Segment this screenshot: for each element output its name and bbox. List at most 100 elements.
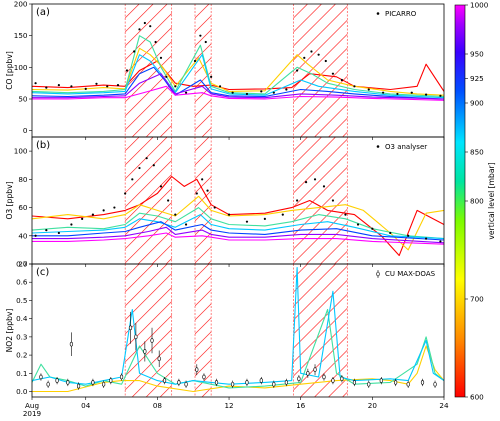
series-line-3 xyxy=(32,54,444,99)
hatch-line xyxy=(293,180,348,236)
hatch-line xyxy=(300,349,348,397)
obs-point xyxy=(433,381,437,387)
obs-point xyxy=(352,380,357,385)
obs-point xyxy=(304,181,308,184)
obs-point xyxy=(184,91,188,94)
obs-point xyxy=(199,34,202,37)
obs-point xyxy=(310,50,313,53)
obs-point xyxy=(389,231,392,235)
obs-point xyxy=(406,381,410,387)
hatch-line xyxy=(328,117,348,137)
hatch-lines xyxy=(195,4,212,137)
panel-obs xyxy=(34,157,442,243)
y-tick-label: 200 xyxy=(14,0,28,9)
hatch-line xyxy=(293,33,348,89)
y-tick-label: 0.3 xyxy=(16,332,27,341)
hatch-line xyxy=(195,148,212,166)
y-tick-label: 80 xyxy=(18,175,28,184)
hatch-line xyxy=(195,232,212,250)
hatch-line xyxy=(195,359,212,377)
hatch-line xyxy=(125,264,168,307)
obs-point xyxy=(204,40,207,44)
obs-point xyxy=(174,85,177,88)
obs-point xyxy=(39,374,43,380)
hatch-line xyxy=(195,99,212,117)
obs-point xyxy=(367,88,370,91)
panel-series xyxy=(32,267,444,393)
panel-obs xyxy=(34,21,442,97)
obs-point xyxy=(227,213,231,216)
hatch-line xyxy=(174,4,307,137)
hatch-line xyxy=(293,208,348,264)
y-tick-label: 20 xyxy=(18,260,28,269)
hatch-line xyxy=(125,201,172,250)
obs-point xyxy=(57,231,60,235)
obs-point xyxy=(106,85,109,88)
panel-frame xyxy=(31,263,445,398)
obs-point xyxy=(177,380,181,385)
y-axis-label: O3 [ppbv] xyxy=(5,181,14,219)
obs-point xyxy=(81,217,84,220)
series-line-6 xyxy=(32,232,444,245)
hatch-line xyxy=(320,236,348,264)
obs-point xyxy=(201,178,204,181)
hatch-line xyxy=(222,137,349,264)
panel-series xyxy=(32,35,444,101)
obs-point xyxy=(410,91,413,94)
hatch-line xyxy=(131,96,172,137)
hatch-line xyxy=(293,4,294,5)
obs-point xyxy=(143,21,146,25)
y-tick-label: 60 xyxy=(18,203,28,212)
hatch-line xyxy=(137,229,172,264)
obs-point xyxy=(272,91,275,94)
obs-point xyxy=(396,92,399,96)
obs-point xyxy=(322,185,326,188)
obs-point xyxy=(66,380,70,385)
hatch-region xyxy=(194,137,349,264)
obs-point xyxy=(34,82,37,85)
colorbar-tick-label: 850 xyxy=(470,148,484,157)
y-tick-label: 100 xyxy=(14,63,28,72)
hatch-line xyxy=(125,300,172,349)
obs-point xyxy=(206,189,209,192)
obs-point xyxy=(134,334,138,340)
obs-point xyxy=(102,209,105,212)
hatch-line xyxy=(125,272,172,321)
obs-point xyxy=(371,227,374,230)
obs-point xyxy=(260,90,263,93)
obs-point xyxy=(184,223,188,226)
series-line-0 xyxy=(32,345,444,393)
observations xyxy=(34,21,442,390)
hatch-line xyxy=(125,68,172,117)
series-line-3 xyxy=(32,214,444,240)
hatch-line xyxy=(293,4,322,33)
panel-label: (b) xyxy=(36,140,50,151)
hatch-lines xyxy=(125,137,172,264)
obs-point xyxy=(159,56,163,59)
obs-point xyxy=(306,371,310,376)
hatch-line xyxy=(125,264,154,293)
hatch-line xyxy=(195,345,212,363)
hatch-line xyxy=(306,222,348,264)
obs-point xyxy=(331,199,335,202)
obs-point xyxy=(263,217,266,220)
x-tick-label: Aug xyxy=(25,401,39,410)
obs-point xyxy=(150,338,154,343)
obs-point xyxy=(95,82,98,85)
hatch-line xyxy=(293,137,336,180)
obs-point xyxy=(210,75,213,78)
y-tick-label: 0.2 xyxy=(16,351,27,360)
y-tick-label: 100 xyxy=(14,147,28,156)
y-tick-label: 0.1 xyxy=(16,369,27,378)
obs-point xyxy=(149,25,152,28)
hatch-line xyxy=(125,342,172,391)
obs-point xyxy=(297,376,301,382)
hatch-lines xyxy=(125,4,307,137)
hatch-line xyxy=(293,265,348,321)
labels: 0 50 100 150 200 CO [ppbv] (a) PICARRO 20 40 60 80 1… xyxy=(5,0,449,418)
hatch-line xyxy=(125,137,154,166)
obs-point xyxy=(70,223,73,226)
hatch-region xyxy=(124,4,307,137)
obs-point xyxy=(296,69,299,72)
panel-series xyxy=(32,175,444,257)
